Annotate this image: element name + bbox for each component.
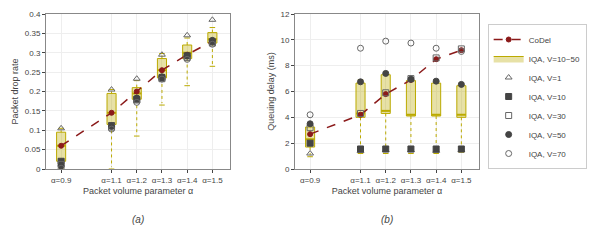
svg-text:Packet volume parameter α: Packet volume parameter α — [332, 186, 442, 196]
svg-text:α=1.1: α=1.1 — [350, 176, 371, 185]
svg-text:α=1.3: α=1.3 — [401, 176, 422, 185]
svg-text:α=1.5: α=1.5 — [451, 176, 472, 185]
svg-text:4: 4 — [285, 113, 290, 122]
svg-text:0.1: 0.1 — [29, 126, 41, 135]
svg-text:α=1.3: α=1.3 — [152, 176, 173, 185]
svg-text:IQA, V=10~50: IQA, V=10~50 — [529, 55, 580, 64]
svg-text:CoDel: CoDel — [529, 36, 551, 45]
svg-text:Packet volume parameter α: Packet volume parameter α — [83, 186, 193, 196]
svg-text:α=1.4: α=1.4 — [426, 176, 447, 185]
svg-text:IQA, V=30: IQA, V=30 — [529, 112, 567, 121]
svg-text:12: 12 — [280, 10, 289, 19]
svg-text:(a): (a) — [132, 214, 144, 225]
svg-text:0.4: 0.4 — [29, 10, 41, 19]
svg-text:α=1.5: α=1.5 — [202, 176, 223, 185]
svg-text:α=1.1: α=1.1 — [101, 176, 122, 185]
svg-text:IQA, V=1: IQA, V=1 — [529, 74, 562, 83]
svg-text:α=1.2: α=1.2 — [376, 176, 397, 185]
svg-text:IQA, V=50: IQA, V=50 — [529, 131, 567, 140]
svg-text:IQA, V=10: IQA, V=10 — [529, 93, 567, 102]
svg-text:0: 0 — [36, 165, 41, 174]
svg-text:α=1.4: α=1.4 — [177, 176, 198, 185]
svg-text:(b): (b) — [381, 214, 393, 225]
svg-text:0.3: 0.3 — [29, 49, 41, 58]
svg-text:0: 0 — [285, 165, 290, 174]
svg-text:Packet drop rate: Packet drop rate — [10, 58, 20, 124]
svg-text:8: 8 — [285, 61, 290, 70]
svg-text:10: 10 — [280, 36, 289, 45]
svg-text:IQA, V=70: IQA, V=70 — [529, 150, 567, 159]
svg-text:0.35: 0.35 — [25, 29, 41, 38]
svg-text:2: 2 — [285, 139, 290, 148]
svg-text:0.15: 0.15 — [25, 107, 41, 116]
svg-text:0.05: 0.05 — [25, 145, 41, 154]
svg-text:α=0.9: α=0.9 — [300, 176, 321, 185]
svg-text:α=0.9: α=0.9 — [51, 176, 72, 185]
svg-text:α=1.2: α=1.2 — [127, 176, 148, 185]
svg-text:Queuing delay (ms): Queuing delay (ms) — [266, 52, 276, 131]
svg-text:0.2: 0.2 — [29, 87, 41, 96]
svg-text:6: 6 — [285, 87, 290, 96]
svg-text:0.25: 0.25 — [25, 68, 41, 77]
